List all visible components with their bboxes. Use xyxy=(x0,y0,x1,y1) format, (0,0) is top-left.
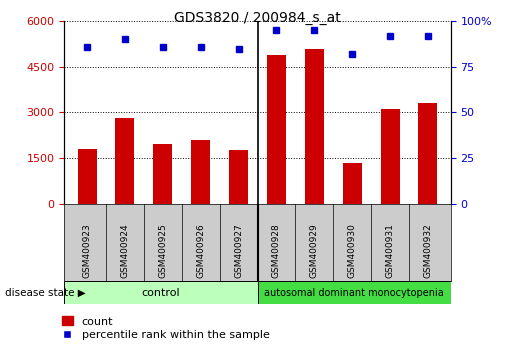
Bar xyxy=(64,281,258,304)
Text: GSM400932: GSM400932 xyxy=(423,223,433,278)
Text: GSM400926: GSM400926 xyxy=(196,223,205,278)
Bar xyxy=(258,281,451,304)
Bar xyxy=(153,144,173,204)
Bar xyxy=(78,149,97,204)
Bar xyxy=(419,103,437,204)
Text: GSM400924: GSM400924 xyxy=(121,223,129,278)
Text: GSM400929: GSM400929 xyxy=(310,223,319,278)
Bar xyxy=(191,140,210,204)
Text: GSM400931: GSM400931 xyxy=(386,223,394,278)
Bar xyxy=(342,162,362,204)
Text: GSM400927: GSM400927 xyxy=(234,223,243,278)
Legend: count, percentile rank within the sample: count, percentile rank within the sample xyxy=(57,312,274,345)
Text: GSM400928: GSM400928 xyxy=(272,223,281,278)
Text: GSM400930: GSM400930 xyxy=(348,223,357,278)
Text: GDS3820 / 200984_s_at: GDS3820 / 200984_s_at xyxy=(174,11,341,25)
Text: GSM400923: GSM400923 xyxy=(82,223,92,278)
Text: control: control xyxy=(142,288,180,298)
Text: GSM400925: GSM400925 xyxy=(158,223,167,278)
Text: disease state ▶: disease state ▶ xyxy=(5,288,86,298)
Bar xyxy=(229,150,248,204)
Bar xyxy=(115,119,134,204)
Bar xyxy=(381,109,400,204)
Bar xyxy=(305,48,324,204)
Bar xyxy=(267,55,286,204)
Text: autosomal dominant monocytopenia: autosomal dominant monocytopenia xyxy=(264,288,444,298)
